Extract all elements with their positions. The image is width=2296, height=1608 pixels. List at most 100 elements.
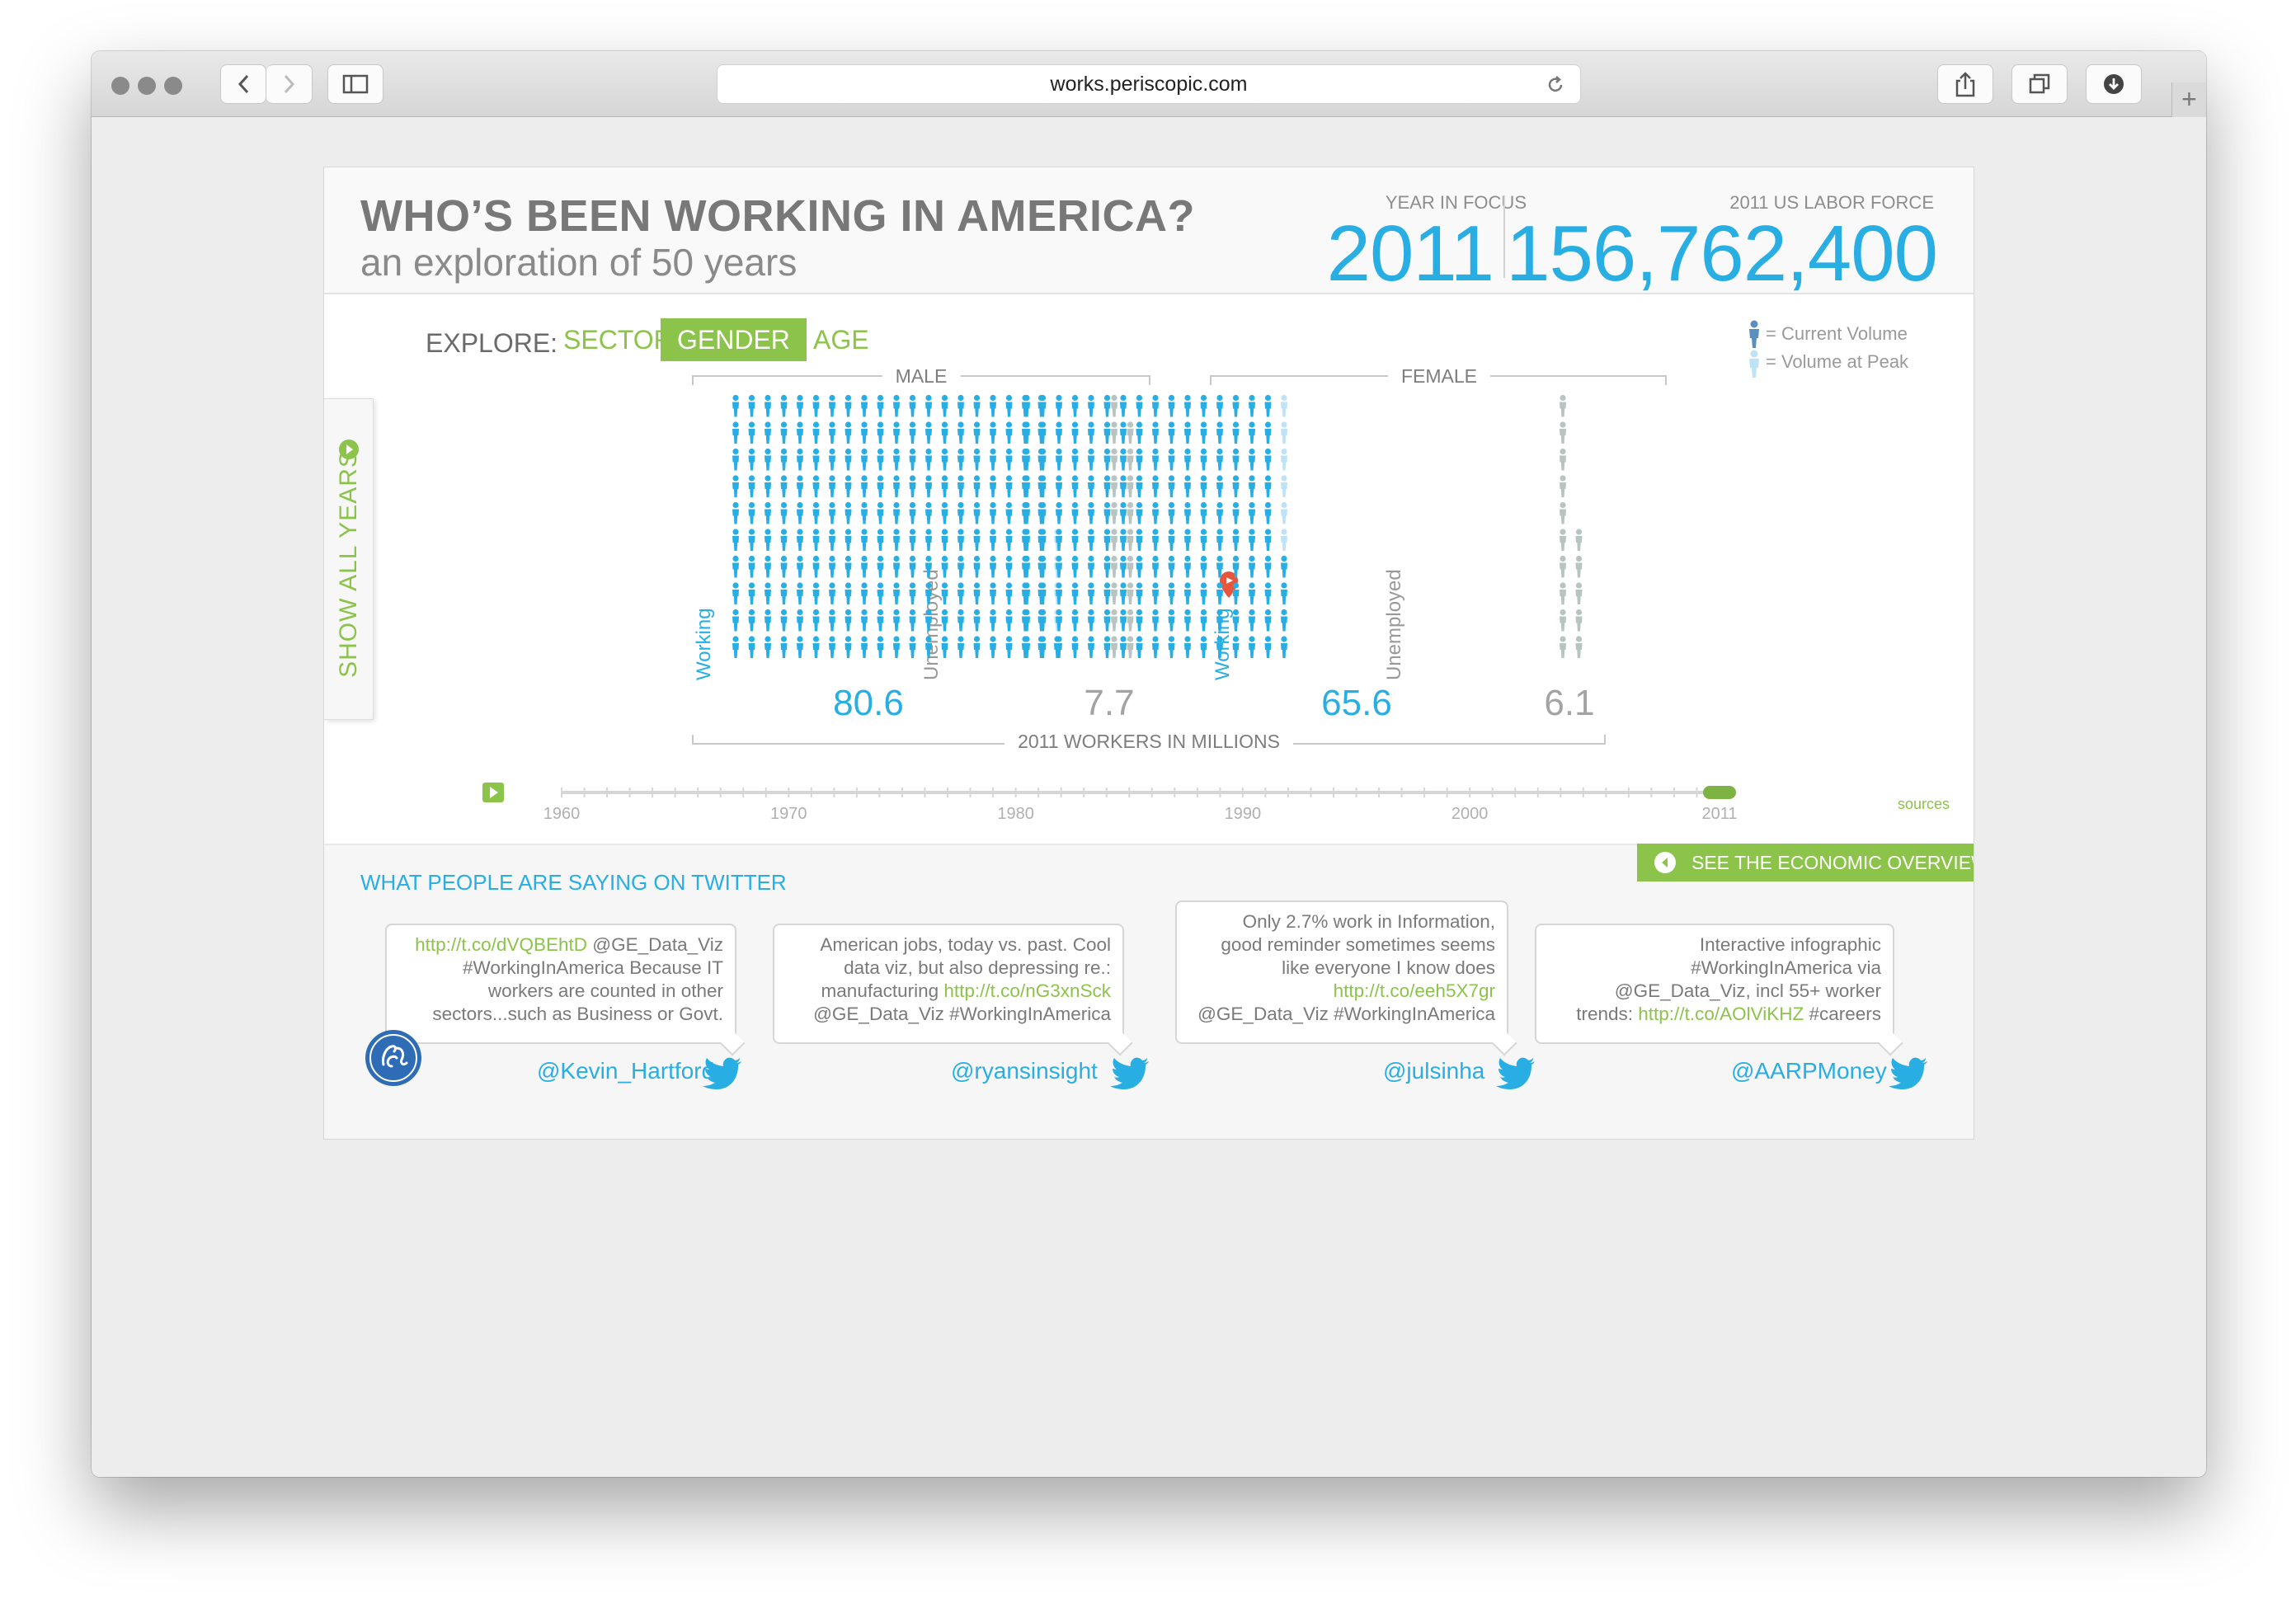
tweet-text: like everyone I know does: [1282, 957, 1495, 978]
male-working-figure: [990, 421, 996, 444]
timeline-handle[interactable]: [1703, 786, 1736, 799]
tweet-handle[interactable]: @ryansinsight: [951, 1058, 1098, 1084]
year-in-focus-label: YEAR IN FOCUS: [1385, 192, 1527, 213]
female-working-figure: [1056, 582, 1062, 604]
female-working-figure: [1264, 448, 1272, 471]
tab-sector[interactable]: SECTOR: [563, 325, 673, 355]
tweet-handle[interactable]: @AARPMoney: [1731, 1058, 1887, 1084]
female-working-figure: [1184, 555, 1191, 578]
tweet-link[interactable]: http://t.co/nG3xnSck: [943, 980, 1111, 1001]
female-working-figure: [1023, 394, 1030, 417]
labor-force-label: 2011 US LABOR FORCE: [1729, 192, 1934, 213]
male-working-figure: [861, 421, 868, 444]
back-arrow-circle-icon: [1654, 852, 1676, 873]
tweet-link[interactable]: http://t.co/dVQBEhtD: [415, 934, 587, 955]
male-working-figure: [845, 421, 852, 444]
tab-age[interactable]: AGE: [813, 325, 869, 355]
female-working-figure: [1071, 609, 1079, 632]
female-working-figure: [1120, 636, 1127, 658]
tweet-text: Interactive infographic: [1699, 934, 1881, 955]
female-working-figure: [1200, 609, 1207, 632]
chevron-left-icon: [238, 74, 249, 94]
female-working-figure: [1136, 582, 1143, 604]
male-working-figure: [925, 394, 932, 417]
male-working-figure: [1005, 609, 1013, 632]
female-working-figure: [1249, 609, 1255, 632]
twitter-bird-icon[interactable]: [1886, 1055, 1931, 1091]
share-button[interactable]: [1937, 64, 1993, 104]
reload-icon[interactable]: [1546, 75, 1565, 95]
back-button[interactable]: [220, 64, 266, 104]
male-working-figure: [765, 636, 771, 658]
male-working-figure: [925, 555, 932, 578]
chevron-right-icon: [284, 74, 294, 94]
forward-button[interactable]: [266, 64, 313, 104]
male-working-figure: [797, 421, 803, 444]
female-working-figure: [1136, 475, 1143, 497]
close-window-button[interactable]: [111, 77, 129, 95]
tweet-text: sectors...such as Business or Govt.: [432, 1004, 723, 1024]
male-working-figure: [845, 394, 852, 417]
zoom-window-button[interactable]: [164, 77, 182, 95]
tweet-link[interactable]: http://t.co/eeh5X7gr: [1333, 980, 1495, 1001]
male-working-figure: [973, 609, 981, 632]
economic-overview-label: SEE THE ECONOMIC OVERVIEW: [1691, 852, 1974, 873]
male-working-figure: [780, 529, 788, 551]
twitter-heading: WHAT PEOPLE ARE SAYING ON TWITTER: [360, 870, 787, 895]
minimize-window-button[interactable]: [138, 77, 156, 95]
male-working-figure: [877, 421, 884, 444]
male-working-figure: [941, 394, 948, 417]
tabs-overview-button[interactable]: [2011, 64, 2068, 104]
male-unemployed-figure: [1111, 636, 1117, 658]
twitter-bird-icon[interactable]: [700, 1055, 745, 1091]
male-working-figure: [893, 448, 900, 471]
female-working-figure: [1103, 609, 1111, 632]
tweet-text: @GE_Data_Viz #WorkingInAmerica: [813, 1004, 1111, 1024]
male-working-figure: [957, 636, 964, 658]
downloads-button[interactable]: [2086, 64, 2142, 104]
sources-link[interactable]: sources: [1898, 796, 1950, 812]
female-working-figure: [1249, 421, 1255, 444]
female-working-figure: [1071, 582, 1079, 604]
male-unemployed-figure: [1111, 501, 1117, 524]
female-working-figure: [1184, 448, 1191, 471]
play-circle-icon: [339, 440, 359, 459]
male-working-figure: [990, 394, 996, 417]
female-working-figure: [1184, 582, 1191, 604]
female-working-figure: [1232, 609, 1240, 632]
tab-gender[interactable]: GENDER: [661, 318, 807, 361]
male-working-figure: [973, 636, 981, 658]
male-working-figure: [765, 421, 771, 444]
url-text: works.periscopic.com: [1050, 73, 1248, 96]
female-unemployed-figure: [1575, 636, 1583, 658]
tweet-text: @GE_Data_Viz: [586, 934, 723, 955]
female-working-figure: [1200, 394, 1207, 417]
female-working-figure: [1088, 609, 1094, 632]
male-working-figure: [877, 529, 884, 551]
units-label: 2011 WORKERS IN MILLIONS: [1004, 731, 1293, 753]
tweet-handle[interactable]: @Kevin_Hartford: [537, 1058, 715, 1084]
female-working-figure-peak: [1281, 448, 1287, 471]
female-working-figure: [1152, 501, 1159, 524]
economic-overview-button[interactable]: SEE THE ECONOMIC OVERVIEW: [1637, 844, 1974, 882]
address-bar[interactable]: works.periscopic.com: [717, 64, 1581, 104]
twitter-bird-icon[interactable]: [1494, 1055, 1538, 1091]
female-working-figure: [1168, 501, 1175, 524]
new-tab-button[interactable]: +: [2171, 82, 2206, 117]
female-working-figure: [1039, 636, 1047, 658]
sidebar-toggle-button[interactable]: [327, 64, 383, 104]
twitter-bird-icon[interactable]: [1108, 1055, 1152, 1091]
female-working-figure: [1232, 529, 1240, 551]
female-working-figure: [1088, 582, 1094, 604]
show-all-years-tab[interactable]: SHOW ALL YEARS: [324, 398, 374, 720]
ge-logo[interactable]: [364, 1028, 423, 1088]
female-working-figure: [1088, 529, 1094, 551]
explore-label: EXPLORE:: [426, 328, 558, 358]
male-working-figure: [941, 636, 948, 658]
tweet-handle[interactable]: @julsinha: [1383, 1058, 1485, 1084]
male-working-figure: [845, 609, 852, 632]
male-working-figure: [812, 501, 820, 524]
female-working-figure: [1056, 529, 1062, 551]
tweet-link[interactable]: http://t.co/AOlViKHZ: [1638, 1004, 1804, 1024]
female-working-figure: [1216, 636, 1223, 658]
